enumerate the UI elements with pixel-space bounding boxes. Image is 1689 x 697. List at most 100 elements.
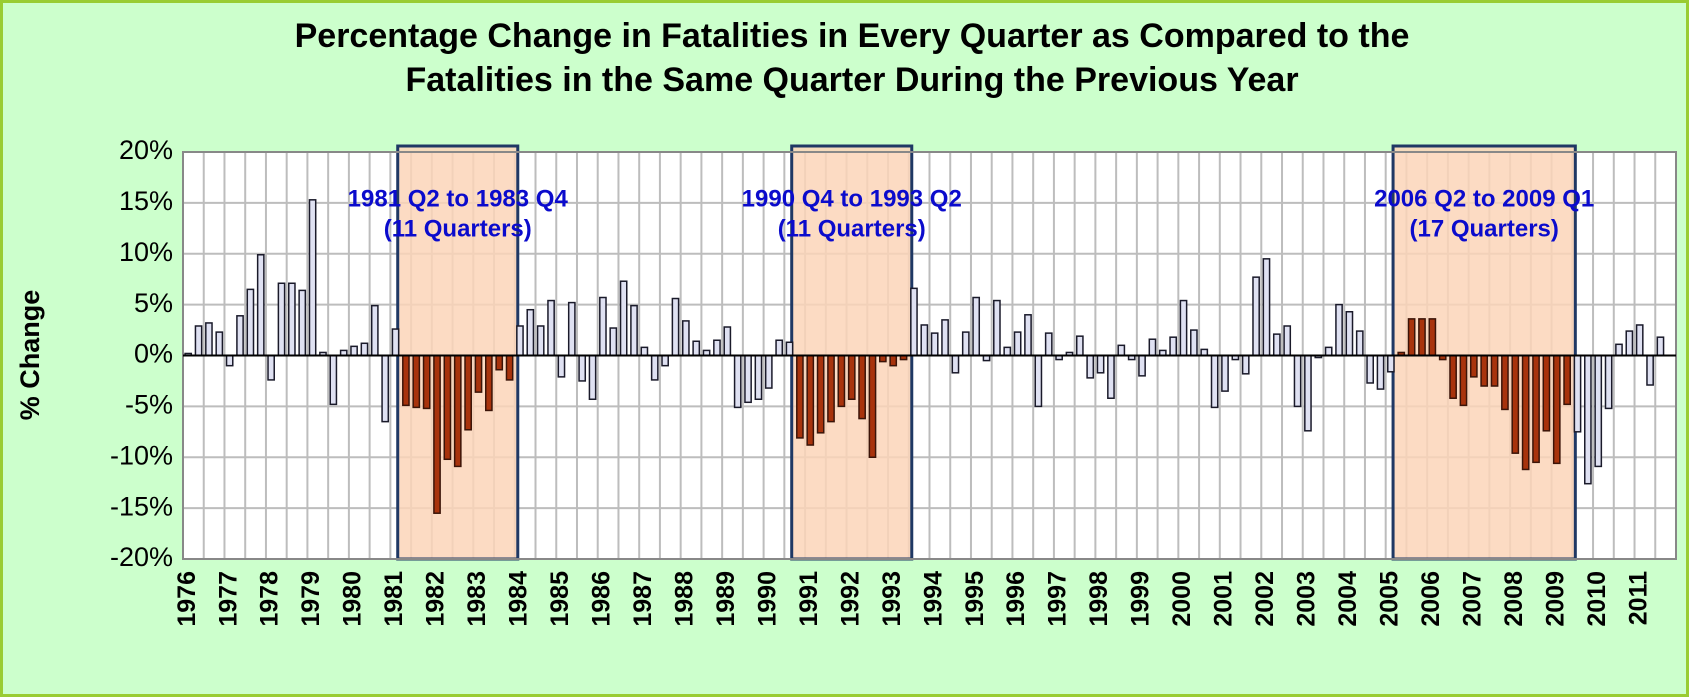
bar bbox=[547, 299, 555, 357]
bar bbox=[370, 304, 379, 357]
bar bbox=[236, 315, 244, 357]
annotation: (11 Quarters) bbox=[384, 215, 532, 242]
bar bbox=[1532, 354, 1540, 464]
x-tick-label: 1987 bbox=[629, 571, 657, 627]
bar bbox=[910, 287, 918, 357]
bar bbox=[1169, 336, 1178, 357]
bar bbox=[1304, 354, 1312, 432]
bar bbox=[453, 354, 462, 468]
bar bbox=[1335, 303, 1343, 357]
bar bbox=[1024, 314, 1032, 357]
bar bbox=[557, 354, 566, 378]
x-tick-label: 1997 bbox=[1044, 571, 1072, 627]
bar bbox=[868, 354, 877, 458]
bar bbox=[889, 354, 898, 367]
bar bbox=[1138, 354, 1146, 377]
highlight-box bbox=[396, 144, 520, 561]
bar bbox=[1625, 330, 1634, 357]
bar bbox=[1563, 354, 1571, 406]
x-tick-label: 1982 bbox=[422, 571, 450, 627]
bar bbox=[692, 340, 701, 357]
bar bbox=[1552, 354, 1561, 465]
x-tick-label: 1992 bbox=[836, 571, 864, 627]
bar bbox=[816, 354, 825, 434]
bar bbox=[1418, 318, 1426, 357]
bar bbox=[1075, 335, 1084, 357]
x-tick-label: 2010 bbox=[1583, 571, 1611, 627]
bar bbox=[567, 301, 576, 357]
bar bbox=[1635, 324, 1644, 357]
bar bbox=[599, 296, 607, 357]
bar bbox=[443, 354, 452, 461]
bar bbox=[474, 354, 483, 393]
y-tick-label: -5% bbox=[125, 390, 173, 420]
x-tick-label: 1983 bbox=[463, 571, 491, 627]
bar bbox=[671, 297, 680, 357]
bar bbox=[785, 341, 794, 357]
bar bbox=[754, 354, 763, 401]
bar bbox=[941, 319, 949, 357]
x-tick-label: 2005 bbox=[1375, 571, 1403, 627]
x-tick-label: 1977 bbox=[214, 571, 242, 627]
annotation: (17 Quarters) bbox=[1409, 215, 1558, 242]
bar bbox=[1490, 354, 1499, 387]
bar bbox=[1345, 310, 1354, 357]
bar bbox=[360, 342, 369, 357]
x-tick-label: 2001 bbox=[1210, 571, 1238, 627]
bar bbox=[993, 299, 1001, 357]
bar bbox=[650, 354, 659, 381]
x-tick-label: 1991 bbox=[795, 571, 823, 627]
x-tick-label: 2007 bbox=[1458, 571, 1486, 627]
bar bbox=[1355, 330, 1364, 357]
bar bbox=[1221, 354, 1229, 392]
chart-title: Fatalities in the Same Quarter During th… bbox=[405, 61, 1298, 99]
y-tick-label: -15% bbox=[110, 491, 173, 521]
bar bbox=[1003, 346, 1012, 357]
bar bbox=[806, 354, 815, 446]
bar bbox=[1501, 354, 1509, 411]
x-tick-label: 1999 bbox=[1127, 571, 1155, 627]
x-tick-label: 1976 bbox=[173, 571, 201, 627]
x-tick-label: 1988 bbox=[670, 571, 698, 627]
bar bbox=[1241, 354, 1250, 375]
bar bbox=[298, 289, 307, 357]
bar bbox=[350, 345, 358, 357]
bar bbox=[267, 354, 275, 381]
bar bbox=[1584, 354, 1592, 485]
x-tick-label: 1980 bbox=[339, 571, 367, 627]
x-tick-label: 1998 bbox=[1085, 571, 1113, 627]
bar bbox=[1407, 318, 1416, 357]
bar bbox=[1387, 354, 1395, 373]
bar bbox=[1252, 276, 1260, 357]
bar bbox=[1293, 354, 1302, 408]
x-tick-label: 1986 bbox=[588, 571, 616, 627]
x-tick-label: 2008 bbox=[1500, 571, 1528, 627]
x-tick-label: 2009 bbox=[1541, 571, 1569, 627]
bar bbox=[837, 354, 846, 408]
bar bbox=[1086, 354, 1095, 379]
bar bbox=[1573, 354, 1582, 433]
bar bbox=[1480, 354, 1489, 387]
bar bbox=[402, 354, 410, 407]
annotation: 1990 Q4 to 1993 Q2 bbox=[742, 185, 962, 212]
bar bbox=[744, 354, 752, 404]
bar bbox=[433, 354, 441, 514]
x-tick-label: 1993 bbox=[878, 571, 906, 627]
bar bbox=[961, 331, 970, 357]
bar bbox=[733, 354, 742, 409]
bar bbox=[920, 324, 929, 357]
bar bbox=[391, 328, 400, 357]
bar bbox=[1117, 344, 1126, 357]
bar bbox=[1656, 336, 1665, 357]
bar bbox=[1594, 354, 1603, 468]
bar bbox=[422, 354, 431, 410]
bar bbox=[381, 354, 390, 423]
bar bbox=[1272, 333, 1281, 357]
x-tick-label: 1996 bbox=[1002, 571, 1030, 627]
bar bbox=[1366, 354, 1375, 384]
x-tick-label: 1990 bbox=[753, 571, 781, 627]
bar bbox=[847, 354, 856, 401]
y-tick-label: 0% bbox=[134, 339, 173, 369]
bar bbox=[277, 282, 286, 357]
bar bbox=[225, 354, 234, 367]
